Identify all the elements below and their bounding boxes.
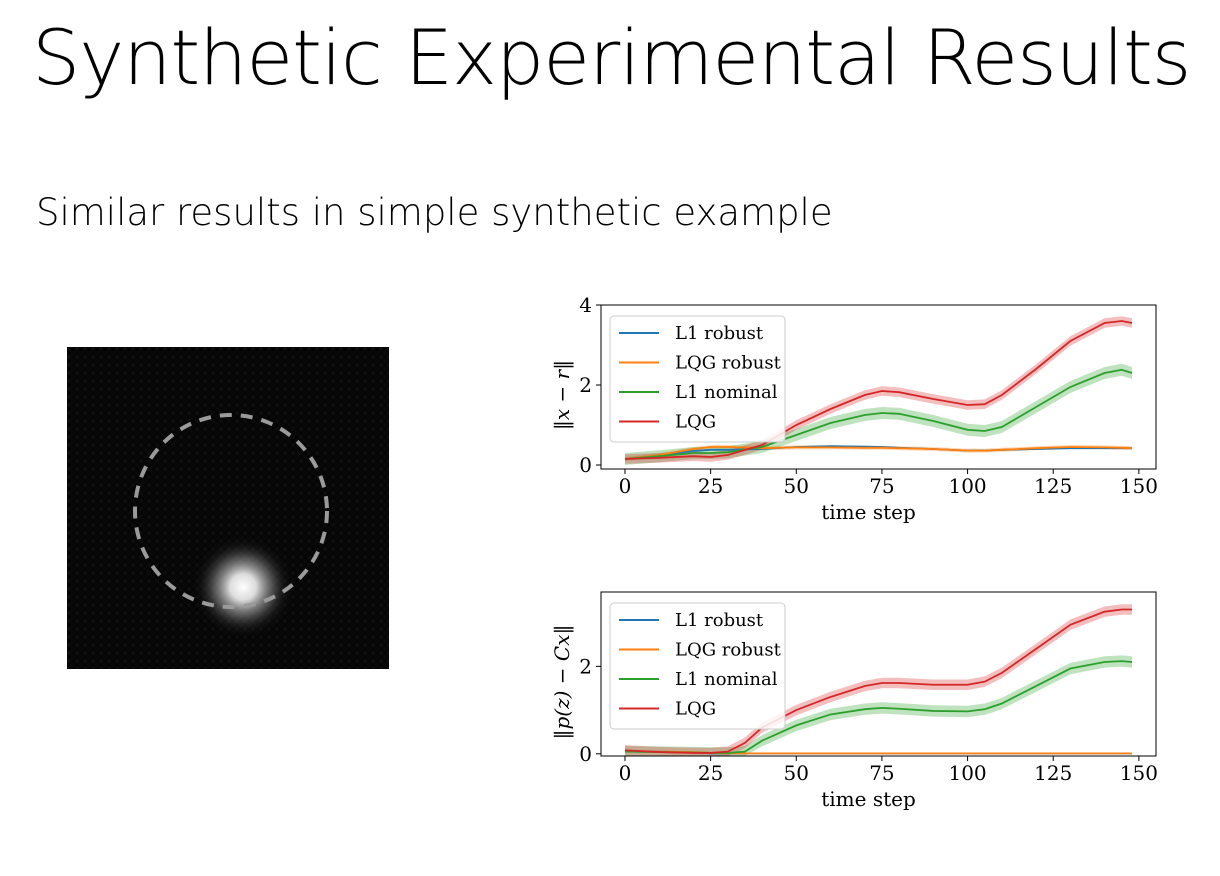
series-band-lqg [624,604,1133,756]
legend: L1 robust LQG robust L1 nominal LQG [609,315,786,443]
plot-observation-error: 0 25 50 75 100 125 150 0 2 time step ‖p(z) − Cx‖ L1… [545,582,1165,822]
series-band-l1-nominal [624,655,1133,756]
y-tick-label: 0 [579,453,592,477]
x-tick-label: 0 [619,761,632,785]
y-tick-label: 0 [579,742,592,766]
x-tick-label: 0 [619,474,632,498]
dashed-reference-circle [133,413,329,609]
series-band-l1-nominal [624,363,1133,465]
y-tick-label: 2 [579,654,592,678]
series-line-lqg [624,320,1133,460]
legend-label: LQG [675,412,716,433]
x-axis-label: time step [821,787,916,811]
synthetic-camera-image [67,347,389,669]
series-band-lqg [624,316,1133,464]
legend-label: LQG robust [675,353,782,374]
axes-frame [600,591,1157,757]
legend-label: L1 nominal [675,669,778,690]
x-tick-label: 125 [1034,474,1072,498]
slide-title: Synthetic Experimental Results [32,13,1191,102]
slide-subtitle: Similar results in simple synthetic exam… [36,191,833,234]
x-tick-label: 50 [784,474,809,498]
plot-observation-error-svg: 0 25 50 75 100 125 150 0 2 time step ‖p(z) − Cx‖ L1… [550,591,1158,811]
legend-box [609,602,786,730]
series-line-lqg-robust [624,446,1133,460]
x-tick-label: 50 [784,761,809,785]
x-tick-label: 125 [1034,761,1072,785]
y-axis-label: ‖p(z) − Cx‖ [550,625,575,740]
x-tick-label: 75 [869,761,894,785]
series-line-lqg [624,608,1133,754]
legend: L1 robust LQG robust L1 nominal LQG [609,602,786,730]
x-tick-label: 75 [869,474,894,498]
y-tick-label: 2 [579,373,592,397]
legend-label: LQG robust [675,640,782,661]
legend-label: L1 robust [675,610,764,631]
legend-label: LQG [675,699,716,720]
camera-frame-graphic [67,347,389,669]
plot-tracking-error: 0 25 50 75 100 125 150 0 2 4 time step ‖x − r‖ L1 ro… [545,293,1165,535]
legend-box [609,315,786,443]
x-tick-label: 150 [1120,474,1158,498]
x-tick-label: 150 [1120,761,1158,785]
x-tick-label: 25 [698,474,723,498]
y-tick-label: 4 [579,293,592,317]
legend-label: L1 robust [675,323,764,344]
axes-frame [600,304,1157,470]
bright-blob [191,535,295,639]
x-tick-label: 100 [948,761,986,785]
plot-tracking-error-svg: 0 25 50 75 100 125 150 0 2 4 time step ‖x − r‖ L1 ro… [550,293,1158,524]
legend-label: L1 nominal [675,382,778,403]
series-line-l1-nominal [624,368,1133,460]
y-axis-label: ‖x − r‖ [550,360,575,430]
x-tick-label: 25 [698,761,723,785]
x-axis-label: time step [821,500,916,524]
x-tick-label: 100 [948,474,986,498]
